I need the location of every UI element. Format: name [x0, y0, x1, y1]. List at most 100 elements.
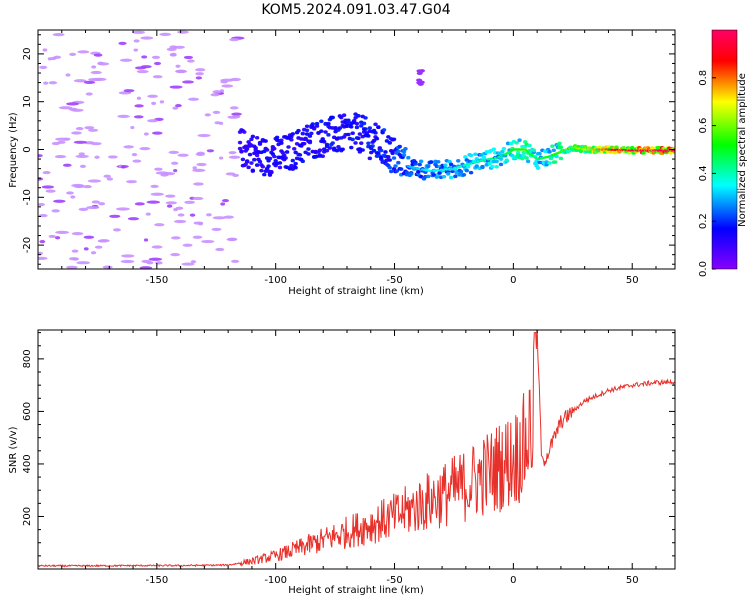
spectrogram-noise-cell: [54, 154, 67, 159]
spectrogram-cell: [249, 137, 254, 142]
snr-y-tick-label: 400: [22, 454, 33, 473]
spectrogram-noise-cell: [190, 260, 197, 264]
spectrogram-noise-cell: [218, 156, 224, 160]
colorbar-tick-label: 0.6: [698, 118, 709, 134]
colorbar-tick-label: 0.8: [698, 70, 709, 86]
snr-y-ticks: 200 400 600 800: [22, 332, 675, 557]
spectrogram-cell: [386, 135, 391, 139]
spectrogram-cell: [370, 144, 375, 148]
colorbar-tick-label: 0.4: [698, 165, 709, 181]
spectrogram-cell: [340, 147, 345, 152]
snr-x-tick-label: -150: [145, 575, 168, 586]
spectrogram-y-tick-label: -20: [22, 237, 33, 253]
spectrogram-cell: [307, 140, 313, 145]
spectrogram-cell: [272, 154, 277, 159]
spectrogram-cell: [353, 141, 358, 145]
spectrogram-noise-cell: [112, 228, 121, 232]
spectrogram-cell: [327, 146, 333, 150]
spectrogram-cell: [404, 170, 410, 175]
spectrogram-noise-cell: [88, 128, 99, 132]
spectrogram-noise-cell: [55, 230, 70, 234]
spectrogram-noise-cell: [118, 41, 127, 45]
spectrogram-cell: [490, 164, 495, 169]
spectrogram-noise-cell: [115, 207, 130, 211]
spectrogram-cell: [403, 146, 408, 151]
spectrogram-cell: [558, 145, 564, 149]
spectrogram-noise-cell: [221, 199, 229, 203]
spectrogram-noise-cell: [133, 39, 140, 43]
spectrogram-noise-cell: [143, 132, 149, 136]
spectrogram-x-tick-label: -150: [145, 275, 168, 286]
spectrogram-noise-cell: [177, 153, 189, 157]
snr-frame: [37, 329, 676, 570]
spectrogram-cell: [367, 156, 373, 161]
spectrogram-noise-cell: [165, 194, 176, 198]
spectrogram-cell: [304, 128, 310, 133]
spectrogram-noise-cell: [140, 36, 154, 40]
colorbar-ticks: 0.0 0.2 0.4 0.6 0.8: [698, 29, 738, 277]
spectrogram-cell: [300, 159, 305, 164]
spectrogram-noise-cell: [195, 68, 206, 72]
spectrogram-cell: [264, 148, 270, 152]
spectrogram-noise-cell: [220, 202, 226, 206]
spectrogram-cell: [346, 119, 351, 123]
spectrogram-cell: [387, 165, 392, 170]
spectrogram-cell: [461, 172, 467, 177]
spectrogram-noise-cell: [75, 126, 84, 131]
spectrogram-cell: [408, 172, 414, 176]
spectrogram-cell: [320, 137, 325, 141]
spectrogram-noise-cell: [198, 222, 203, 226]
spectrogram-cell: [263, 139, 268, 143]
spectrogram-cell: [354, 121, 360, 126]
spectrogram-noise-cell: [136, 96, 141, 100]
spectrogram-cell: [254, 153, 260, 158]
spectrogram-cell: [383, 150, 388, 154]
spectrogram-noise-cell: [192, 196, 204, 201]
spectrogram-noise-cell: [103, 174, 112, 178]
spectrogram-cell: [367, 126, 373, 130]
spectrogram-noise-cell: [181, 262, 195, 266]
spectrogram-cell: [250, 169, 256, 173]
spectrogram-noise-cell: [152, 131, 163, 135]
spectrogram-cell: [366, 141, 371, 146]
spectrogram-cell: [346, 132, 351, 137]
spectrogram-cell: [553, 160, 558, 164]
spectrogram-noise-cell: [94, 155, 100, 159]
spectrogram-cell: [349, 145, 354, 150]
spectrogram-cell: [357, 132, 363, 136]
spectrogram-cell: [296, 128, 301, 133]
spectrogram-cell: [550, 144, 555, 148]
spectrogram-noise-cell: [132, 159, 142, 163]
spectrogram-cell: [269, 170, 274, 175]
spectrogram-cell: [359, 141, 364, 145]
spectrogram-noise-cell: [166, 204, 173, 208]
spectrogram-cell: [627, 150, 632, 155]
spectrogram-cell: [447, 159, 452, 164]
spectrogram-cell: [371, 148, 377, 153]
spectrogram-cell: [284, 150, 290, 154]
spectrogram-patch-cell: [416, 78, 423, 82]
spectrogram-cell: [391, 167, 397, 171]
spectrogram-cell: [514, 141, 519, 145]
spectrogram-cell: [260, 164, 266, 169]
spectrogram-noise-cell: [168, 150, 180, 154]
spectrogram-noise-cell: [173, 219, 187, 224]
spectrogram-noise-cell: [170, 52, 177, 56]
spectrogram-x-tick-label: 0: [510, 275, 516, 286]
spectrogram-noise-cell: [212, 110, 221, 115]
spectrogram-patch-cell: [418, 69, 425, 73]
spectrogram-cell: [326, 121, 331, 126]
spectrogram-noise-cell: [151, 101, 157, 105]
spectrogram-cell: [304, 124, 310, 129]
spectrogram-cell: [259, 168, 264, 173]
spectrogram-cell: [510, 153, 515, 158]
spectrogram-noise-cell: [42, 170, 51, 175]
snr-x-axis-label: Height of straight line (km): [288, 585, 424, 596]
spectrogram-y-ticks: -20 -10 0 10 20: [22, 34, 675, 265]
spectrogram-noise-cell: [91, 200, 100, 204]
spectrogram-noise-cell: [214, 121, 221, 125]
spectrogram-noise-cell: [120, 259, 135, 264]
spectrogram-noise-cell: [146, 200, 160, 204]
spectrogram-noise-cell: [220, 78, 234, 82]
spectrogram-noise-cell: [69, 52, 77, 56]
